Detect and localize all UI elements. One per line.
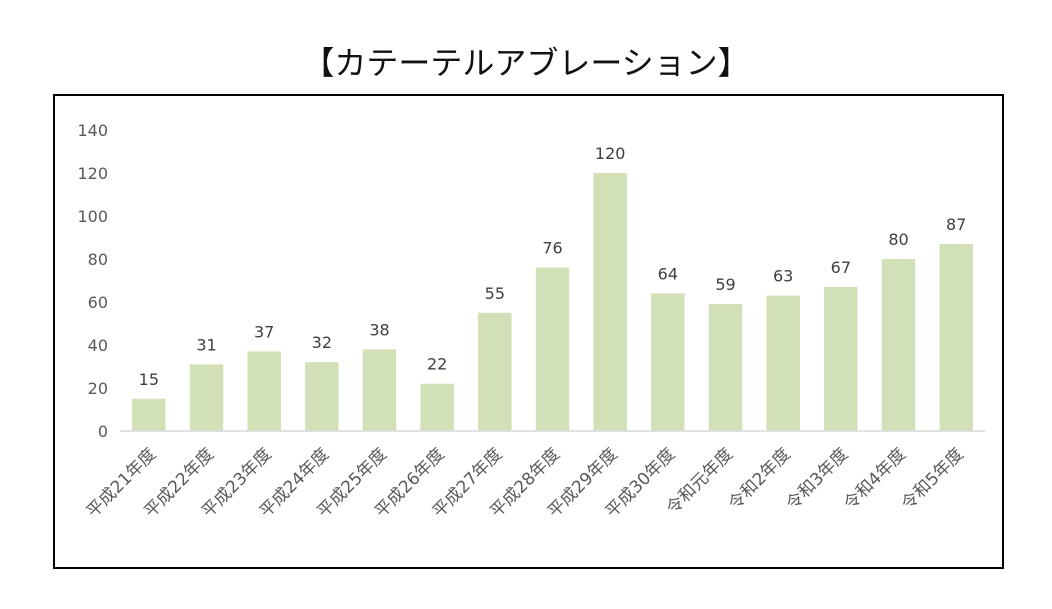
data-label: 80 bbox=[888, 230, 908, 249]
bar bbox=[305, 362, 339, 431]
y-tick-label: 0 bbox=[98, 422, 108, 441]
x-tick-label: 令和3年度 bbox=[782, 444, 852, 514]
y-tick-label: 120 bbox=[77, 164, 108, 183]
x-tick-label: 令和5年度 bbox=[898, 444, 968, 514]
bar bbox=[478, 312, 512, 431]
data-label: 15 bbox=[139, 370, 159, 389]
data-label: 22 bbox=[427, 355, 447, 374]
data-labels: 15 31 37 32 38 22 55 76 120 64 59 63 67 80 87 bbox=[139, 144, 967, 389]
bar bbox=[247, 351, 281, 431]
bar bbox=[132, 398, 166, 431]
bar bbox=[189, 364, 224, 431]
bar bbox=[535, 267, 570, 431]
chart-title: 【カテーテルアブレーション】 bbox=[302, 44, 750, 82]
y-tick-label: 100 bbox=[77, 207, 108, 226]
bar bbox=[766, 295, 800, 431]
bar bbox=[939, 243, 973, 431]
y-tick-label: 40 bbox=[88, 336, 108, 355]
y-tick-label: 60 bbox=[88, 293, 108, 312]
data-label: 120 bbox=[595, 144, 626, 163]
data-label: 38 bbox=[369, 320, 389, 339]
data-label: 31 bbox=[196, 335, 216, 354]
bar bbox=[651, 293, 685, 431]
bar bbox=[593, 173, 627, 431]
bar bbox=[420, 383, 454, 431]
x-tick-label: 令和2年度 bbox=[725, 444, 795, 514]
bar bbox=[824, 286, 858, 431]
data-label: 87 bbox=[946, 215, 966, 234]
data-label: 63 bbox=[773, 267, 793, 286]
y-tick-label: 140 bbox=[77, 121, 108, 140]
data-label: 67 bbox=[831, 258, 851, 277]
x-axis: 平成21年度平成22年度平成23年度平成24年度平成25年度平成26年度平成27… bbox=[83, 430, 985, 522]
y-tick-label: 20 bbox=[88, 379, 108, 398]
bar bbox=[881, 259, 916, 431]
data-label: 76 bbox=[542, 239, 562, 258]
data-label: 59 bbox=[715, 275, 735, 294]
bar bbox=[362, 349, 397, 431]
data-label: 32 bbox=[312, 333, 332, 352]
bars bbox=[132, 173, 973, 431]
bar bbox=[708, 304, 743, 431]
data-label: 64 bbox=[658, 264, 678, 283]
x-tick-label: 令和4年度 bbox=[840, 444, 910, 514]
data-label: 55 bbox=[485, 284, 505, 303]
data-label: 37 bbox=[254, 322, 274, 341]
chart-frame bbox=[53, 94, 1004, 569]
y-tick-label: 80 bbox=[88, 250, 108, 269]
y-axis: 0 20 40 60 80 100 120 140 bbox=[77, 121, 108, 441]
